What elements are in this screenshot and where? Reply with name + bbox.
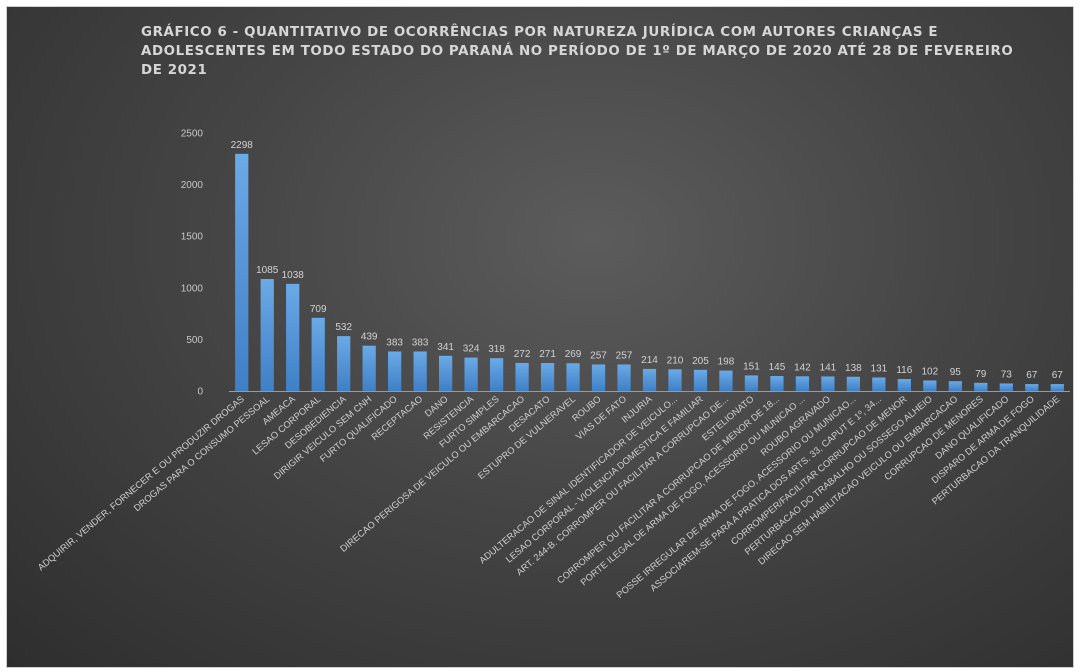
bar [642, 368, 657, 391]
data-label: 116 [896, 365, 912, 376]
bar [719, 370, 733, 391]
bar [337, 336, 351, 391]
chart-frame: GRÁFICO 6 - QUANTITATIVO DE OCORRÊNCIAS … [6, 6, 1074, 668]
data-labels: 2298 1085 1038 709 532 439 383 383 341 324 318 272 2… [231, 140, 1064, 381]
data-label: 269 [565, 349, 582, 360]
bar [846, 376, 861, 391]
bar [286, 283, 300, 391]
data-label: 1038 [282, 270, 305, 281]
data-label: 257 [616, 350, 633, 361]
data-label: 95 [950, 367, 962, 378]
bar [591, 364, 606, 391]
bar [999, 383, 1013, 391]
bar [948, 381, 962, 391]
data-label: 67 [1052, 370, 1064, 381]
data-label: 138 [845, 363, 862, 374]
data-label: 2298 [231, 140, 254, 151]
bar [540, 363, 555, 391]
data-label: 324 [463, 344, 480, 355]
bar [388, 351, 402, 391]
data-label: 205 [692, 356, 709, 367]
data-label: 272 [514, 349, 531, 360]
data-label: 141 [820, 362, 837, 373]
bar [974, 382, 988, 391]
bar [770, 376, 784, 391]
bar [311, 317, 325, 391]
bar [515, 362, 529, 391]
data-label: 198 [718, 357, 735, 368]
data-label: 145 [769, 362, 786, 373]
x-tick-labels: ADQUIRIR, VENDER, FORNECER E OU PRODUZIR… [36, 393, 1062, 600]
data-label: 341 [437, 342, 454, 353]
y-tick-label: 2500 [181, 129, 204, 140]
bar [464, 357, 478, 391]
bar [693, 369, 708, 391]
data-label: 1085 [256, 265, 279, 276]
chart-title: GRÁFICO 6 - QUANTITATIVO DE OCORRÊNCIAS … [141, 25, 1014, 78]
bar-chart-plot: 0 500 1000 1500 2000 2500 2298 1085 1038 709 532 4… [36, 129, 1070, 600]
bar-series [235, 153, 1064, 391]
bar [1025, 384, 1039, 391]
bar [260, 279, 274, 391]
data-label: 73 [1001, 369, 1013, 380]
data-label: 210 [667, 355, 684, 366]
data-label: 318 [488, 344, 505, 355]
bar [744, 375, 759, 391]
bar [872, 377, 886, 391]
data-label: 79 [975, 369, 987, 380]
bar [617, 364, 631, 391]
bar [668, 369, 682, 391]
data-label: 67 [1026, 370, 1038, 381]
bar [923, 380, 937, 391]
y-tick-label: 500 [186, 335, 203, 346]
data-label: 214 [641, 355, 658, 366]
data-label: 257 [590, 350, 607, 361]
data-label: 383 [386, 337, 403, 348]
data-label: 709 [310, 304, 327, 315]
data-label: 439 [361, 332, 378, 343]
data-label: 102 [921, 366, 938, 377]
bar [438, 355, 453, 391]
bar [235, 153, 249, 391]
bar [413, 351, 427, 391]
data-label: 271 [539, 349, 556, 360]
bar [795, 376, 810, 391]
y-axis: 0 500 1000 1500 2000 2500 [181, 129, 204, 398]
data-label: 142 [794, 362, 811, 373]
bar [362, 345, 376, 391]
data-label: 131 [871, 363, 888, 374]
y-tick-label: 0 [197, 387, 203, 398]
bar [897, 379, 911, 391]
x-tick-label: ADQUIRIR, VENDER, FORNECER E OU PRODUZIR… [36, 394, 246, 573]
data-label: 532 [335, 322, 352, 333]
y-tick-label: 1500 [181, 232, 204, 243]
bar [566, 363, 580, 391]
bar [821, 376, 835, 391]
data-label: 383 [412, 337, 429, 348]
y-tick-label: 1000 [181, 283, 204, 294]
bar [1050, 384, 1064, 391]
y-tick-label: 2000 [181, 180, 204, 191]
data-label: 151 [743, 361, 760, 372]
x-tick-label: DROGAS PARA O CONSUMO PESSOAL [132, 394, 272, 513]
bar [489, 358, 504, 391]
